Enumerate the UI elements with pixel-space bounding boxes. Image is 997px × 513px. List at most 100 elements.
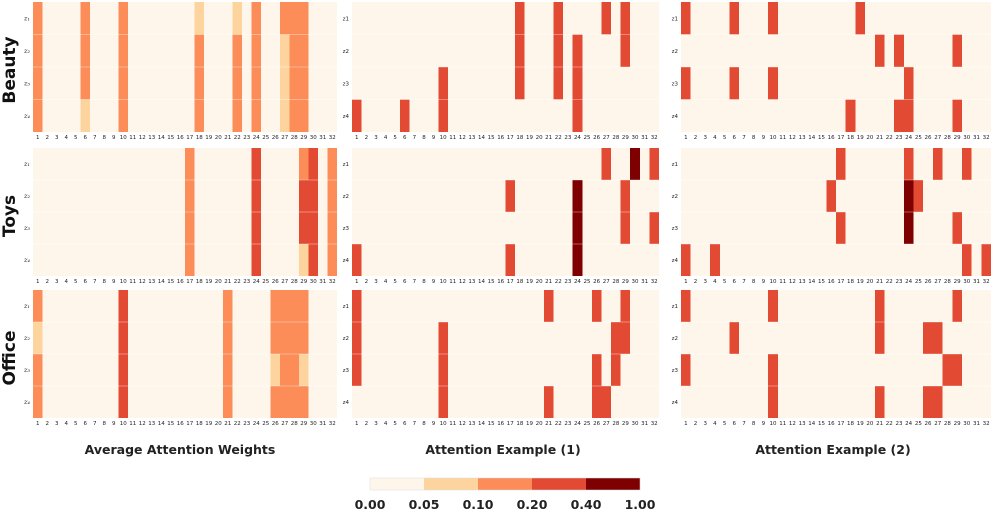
heatmap-cell (582, 180, 592, 213)
heatmap-cell (913, 2, 924, 35)
heatmap-cell (80, 244, 91, 277)
heatmap-cell (447, 67, 458, 100)
heatmap-cell (428, 99, 439, 133)
y-tick-label: z1 (672, 162, 678, 168)
heatmap-cell (639, 148, 650, 181)
heatmap-cell (601, 148, 612, 181)
heatmap-cell (289, 34, 300, 68)
heatmap-cell (99, 180, 110, 213)
heatmap-cell (308, 34, 319, 68)
heatmap-cell (419, 212, 429, 245)
heatmap-cell (438, 34, 448, 68)
heatmap-cell (601, 99, 612, 133)
heatmap-cell (495, 148, 506, 181)
x-tick-label: 25 (262, 279, 269, 285)
heatmap-cell (280, 99, 290, 133)
heatmap-cell (137, 212, 148, 245)
heatmap-cell (534, 67, 544, 100)
heatmap-cell (505, 67, 516, 100)
y-tick-label: z2 (672, 336, 678, 342)
heatmap-cell (156, 354, 167, 387)
heatmap-cell (270, 148, 281, 181)
heatmap-cell (380, 67, 391, 100)
heatmap-cell (710, 290, 720, 323)
heatmap-cell (428, 180, 439, 213)
heatmap-cell (61, 212, 72, 245)
heatmap-cell (894, 180, 904, 213)
heatmap-cell (204, 354, 214, 387)
x-tick-label: 5 (393, 421, 397, 427)
heatmap-cell (836, 354, 846, 387)
heatmap-cell (204, 180, 214, 213)
heatmap-cell (156, 2, 167, 35)
heatmap-cell (33, 354, 43, 387)
heatmap-cell (428, 244, 439, 277)
x-tick-label: 7 (413, 279, 417, 285)
y-tick-label: z2 (672, 49, 678, 55)
heatmap-cell (932, 99, 943, 133)
heatmap-cell (371, 212, 381, 245)
heatmap-cell (981, 244, 992, 277)
x-tick-label: 28 (612, 135, 619, 141)
heatmap-panel-toys-example-2: 1 2 3 4 5 6 7 8 9 10 11 12 13 14 15 16 17 18 19 20 21 22 23 24 2… (672, 148, 992, 285)
heatmap-cell (553, 290, 564, 323)
heatmap-cell (563, 212, 573, 245)
heatmap-cell (777, 148, 788, 181)
heatmap-panels: 1 2 3 4 5 6 7 8 9 10 11 12 13 14 15 16 17 18 19 20 21 22 23 24 2… (23, 2, 992, 427)
y-tick-label: z₃ (23, 224, 30, 232)
x-tick-label: 31 (641, 279, 648, 285)
heatmap-cell (261, 212, 271, 245)
heatmap-cell (428, 212, 439, 245)
heatmap-cell (419, 148, 429, 181)
heatmap-cell (961, 354, 972, 387)
heatmap-cell (242, 99, 252, 133)
heatmap-cell (758, 67, 769, 100)
heatmap-cell (467, 148, 477, 181)
x-tick-label: 30 (632, 279, 639, 285)
heatmap-cell (147, 67, 157, 100)
heatmap-cell (495, 354, 506, 387)
heatmap-cell (787, 99, 798, 133)
x-tick-label: 10 (120, 421, 127, 427)
heatmap-cell (33, 148, 43, 181)
x-tick-label: 20 (866, 135, 873, 141)
x-tick-label: 10 (770, 135, 777, 141)
heatmap-cell (175, 67, 186, 100)
heatmap-cell (923, 2, 933, 35)
colorbar-tick-label: 0.05 (409, 497, 440, 512)
heatmap-cell (280, 67, 290, 100)
heatmap-cell (352, 180, 362, 213)
heatmap-cell (99, 290, 110, 323)
heatmap-cell (71, 212, 81, 245)
heatmap-cell (99, 148, 110, 181)
heatmap-cell (611, 99, 621, 133)
x-tick-label: 9 (762, 135, 766, 141)
heatmap-cell (289, 2, 300, 35)
heatmap-cell (447, 212, 458, 245)
x-tick-label: 16 (497, 135, 504, 141)
heatmap-cell (242, 290, 252, 323)
heatmap-cell (582, 354, 592, 387)
heatmap-cell (438, 244, 448, 277)
heatmap-cell (137, 290, 148, 323)
heatmap-cell (185, 244, 195, 277)
heatmap-cell (865, 354, 875, 387)
heatmap-cell (855, 99, 866, 133)
x-tick-label: 11 (779, 421, 786, 427)
heatmap-cell (777, 244, 788, 277)
x-tick-label: 20 (536, 421, 543, 427)
heatmap-cell (42, 99, 53, 133)
colorbar-tick-label: 0.00 (355, 497, 386, 512)
heatmap-cell (932, 2, 943, 35)
heatmap-cell (299, 2, 309, 35)
heatmap-cell (371, 99, 381, 133)
heatmap-cell (981, 99, 992, 133)
heatmap-cell (572, 354, 583, 387)
heatmap-cell (185, 148, 195, 181)
x-tick-label: 16 (497, 279, 504, 285)
heatmap-cell (438, 180, 448, 213)
x-tick-label: 13 (799, 279, 806, 285)
heatmap-cell (961, 290, 972, 323)
x-tick-label: 4 (65, 135, 69, 141)
heatmap-cell (981, 212, 992, 245)
